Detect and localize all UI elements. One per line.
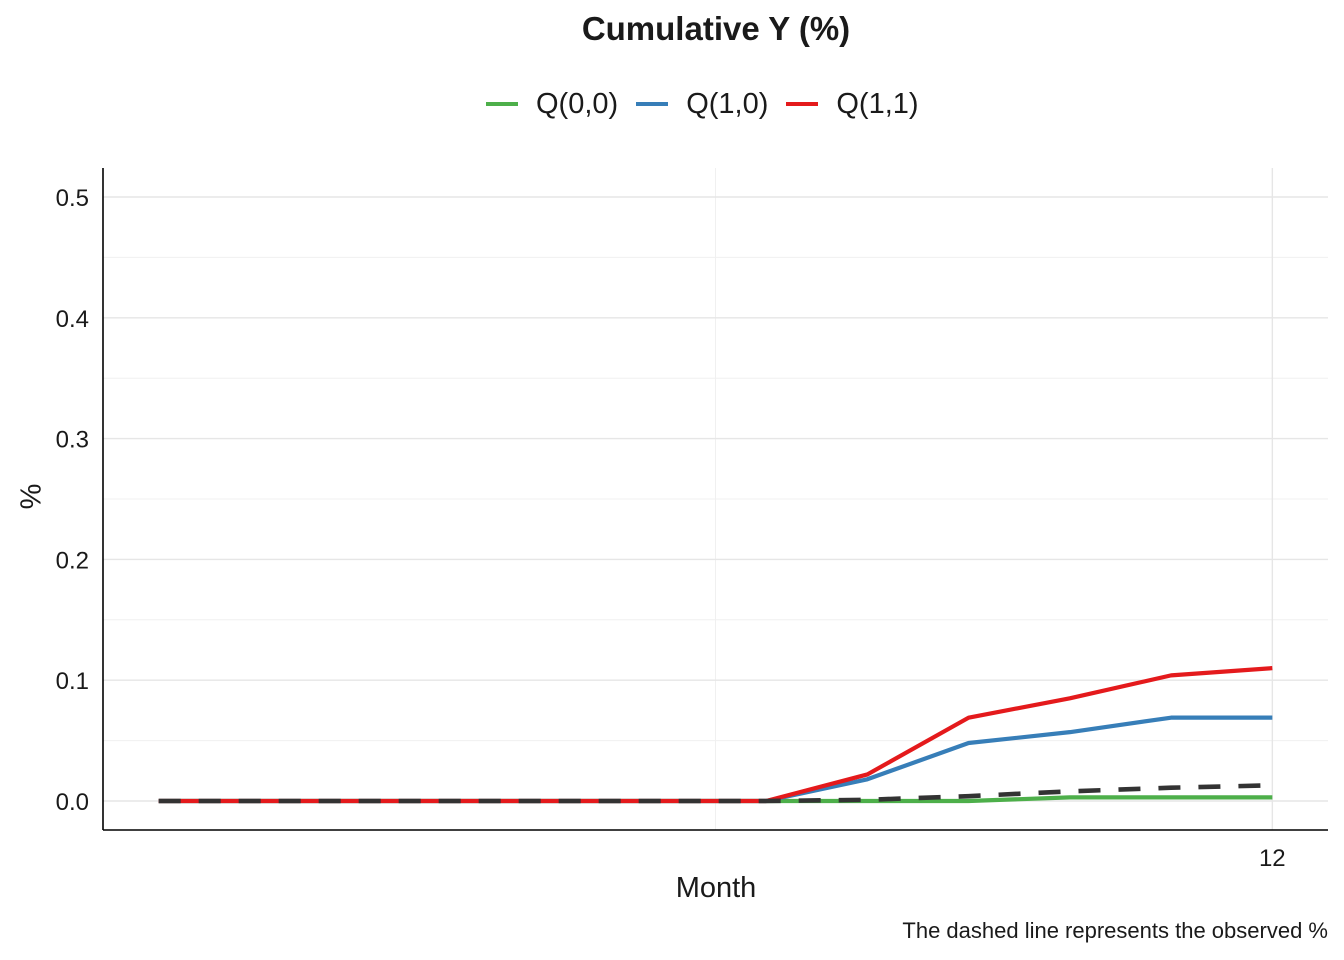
legend-label-q00: Q(0,0)	[536, 87, 619, 120]
y-tick-label: 0.4	[56, 306, 89, 333]
y-tick-label: 0.3	[56, 427, 89, 454]
legend: Q(0,0) Q(1,0) Q(1,1)	[486, 84, 937, 124]
legend-key-q10	[636, 102, 669, 106]
series-line-observed	[158, 783, 1273, 804]
y-tick-label: 0.1	[56, 668, 89, 695]
y-tick-label: 0.0	[56, 789, 89, 816]
legend-label-q10: Q(1,0)	[686, 87, 769, 120]
x-tick-label: 12	[1259, 845, 1286, 872]
legend-item-q00: Q(0,0)	[486, 88, 618, 121]
x-axis-label: Month	[675, 872, 757, 904]
legend-key-q00	[486, 102, 518, 106]
caption: The dashed line represents the observed …	[902, 918, 1328, 943]
y-tick-label: 0.5	[56, 185, 89, 212]
chart-title: Cumulative Y (%)	[581, 10, 851, 47]
legend-label-q11: Q(1,1)	[836, 87, 919, 120]
series-line-q11	[158, 666, 1273, 804]
y-axis-label: %	[15, 483, 48, 510]
legend-item-q10: Q(1,0)	[636, 88, 768, 121]
legend-key-q11	[786, 102, 819, 106]
y-tick-label: 0.2	[56, 547, 89, 574]
legend-item-q11: Q(1,1)	[786, 87, 919, 121]
